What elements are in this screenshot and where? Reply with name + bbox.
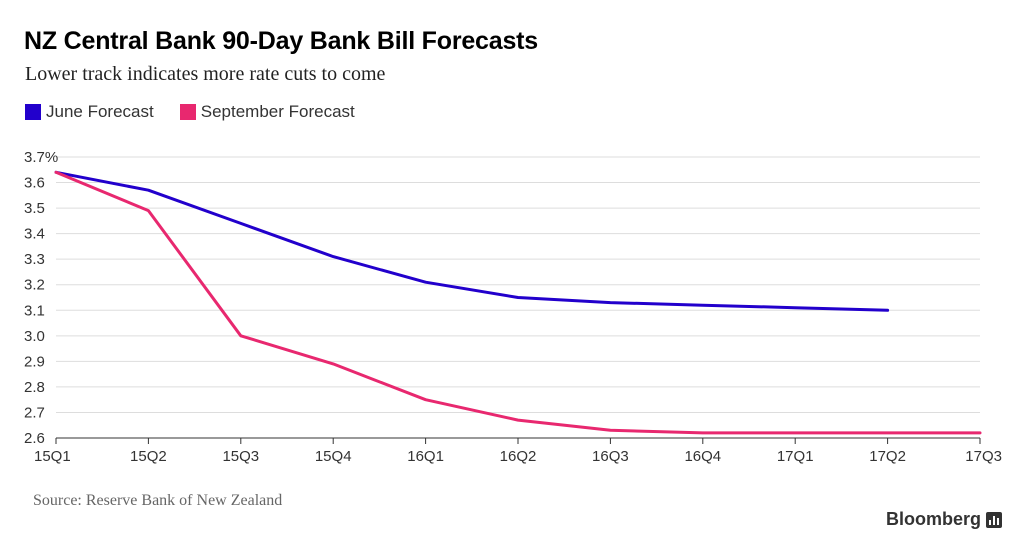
y-tick-label: 3.0 [24,328,45,345]
source-note: Source: Reserve Bank of New Zealand [33,492,283,509]
y-tick-label: 2.7 [24,404,45,421]
x-tick-label: 15Q2 [130,448,167,465]
y-tick-label: 3.6 [24,175,45,192]
y-tick-label: 3.3 [24,251,45,268]
y-tick-label: 3.5 [24,200,45,217]
x-tick-label: 16Q4 [684,448,721,465]
x-tick-label: 17Q1 [777,448,814,465]
x-tick-label: 15Q3 [222,448,259,465]
legend: June Forecast September Forecast [25,102,381,122]
brand-name: Bloomberg [885,509,981,529]
x-tick-label: 17Q2 [869,448,906,465]
x-tick-label: 16Q1 [407,448,444,465]
bloomberg-chart-icon [986,511,1002,528]
y-tick-label: 3.4 [24,226,45,243]
legend-item-june: June Forecast [25,102,154,122]
chart-title: NZ Central Bank 90-Day Bank Bill Forecas… [24,27,538,55]
x-tick-label: 17Q3 [965,448,1002,465]
series-line-june [54,170,890,312]
y-tick-label: 2.9 [24,353,45,370]
x-tick-label: 15Q1 [34,448,71,465]
y-tick-label: 3.2 [24,277,45,294]
brand-logo: Bloomberg [886,509,1002,530]
series-line-september [54,170,982,435]
y-tick-label: 2.6 [24,430,45,447]
y-tick-label: 2.8 [24,379,45,396]
y-tick-label: 3.7% [24,149,58,166]
chart-subtitle: Lower track indicates more rate cuts to … [25,63,386,85]
legend-label-september: September Forecast [200,102,355,121]
line-chart: 3.7%3.63.53.43.33.23.13.02.92.82.72.615Q… [24,149,1002,465]
x-tick-label: 16Q3 [592,448,629,465]
x-tick-label: 16Q2 [500,448,537,465]
y-tick-label: 3.1 [24,302,45,319]
x-tick-label: 15Q4 [315,448,352,465]
legend-item-september: September Forecast [179,102,355,122]
legend-swatch-june [25,104,41,120]
legend-label-june: June Forecast [46,102,154,121]
legend-swatch-september [179,104,196,120]
